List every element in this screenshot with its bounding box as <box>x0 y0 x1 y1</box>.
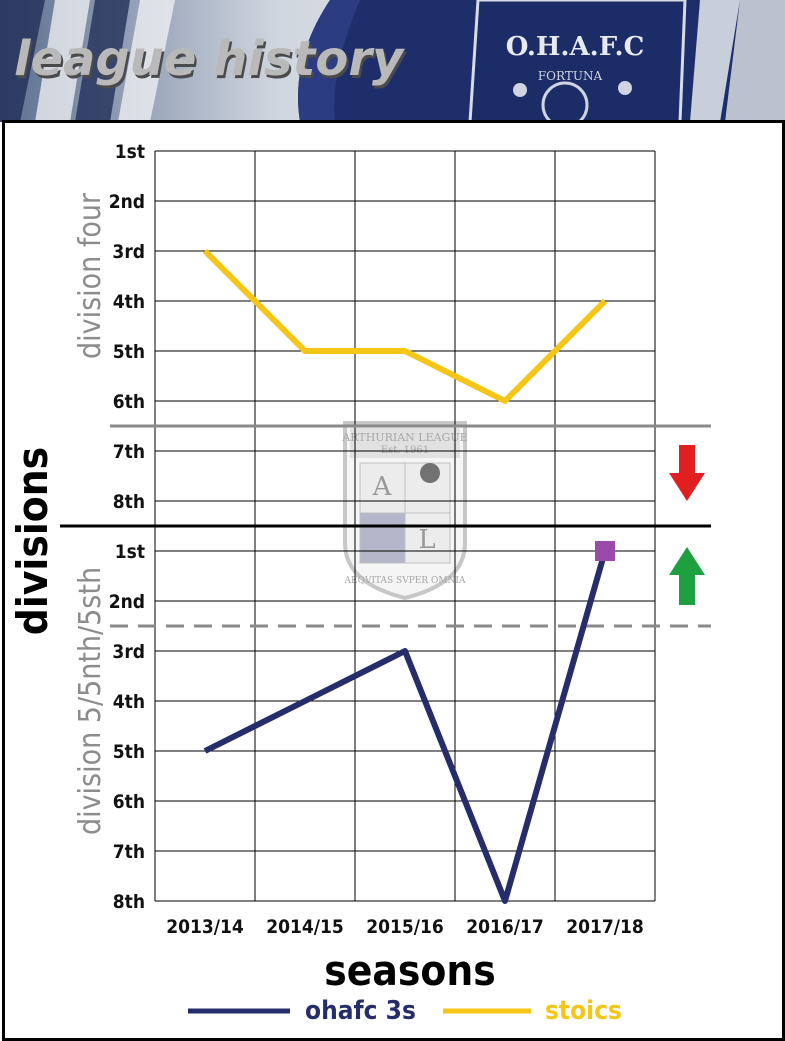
series-lines <box>202 248 615 904</box>
y-tick-label: 1st <box>115 141 145 163</box>
y-tick-label: 7th <box>113 441 145 463</box>
x-tick-labels: 2013/14 2014/15 2015/16 2016/17 2017/18 <box>166 916 644 938</box>
x-tick-label: 2016/17 <box>466 916 544 938</box>
y-tick-label: 2nd <box>109 191 145 213</box>
chart-frame: ARTHURIAN LEAGUE Est. 1961 A L AEQVITAS … <box>2 120 785 1041</box>
badge-league-name: ARTHURIAN LEAGUE <box>341 431 467 444</box>
arrow-up-icon <box>669 547 705 605</box>
page-title-shadow: league history <box>16 34 407 90</box>
x-tick-label: 2013/14 <box>166 916 244 938</box>
crest-text: O.H.A.F.C <box>506 32 645 62</box>
badge-letter-a: A <box>372 472 393 502</box>
shirt-stripes-left <box>0 0 175 122</box>
y-tick-label: 4th <box>113 291 145 313</box>
league-badge-watermark: ARTHURIAN LEAGUE Est. 1961 A L AEQVITAS … <box>341 421 468 601</box>
legend: ohafc 3s stoics <box>188 996 622 1026</box>
series-line-stoics <box>202 248 608 404</box>
x-tick-label: 2015/16 <box>366 916 444 938</box>
league-history-chart: ARTHURIAN LEAGUE Est. 1961 A L AEQVITAS … <box>8 141 711 1026</box>
series-end-marker <box>595 541 615 561</box>
series-line-ohafc <box>203 550 608 904</box>
y-tick-label: 6th <box>113 791 145 813</box>
x-axis-label: seasons <box>324 946 496 995</box>
header-banner: O.H.A.F.C FORTUNA league history league … <box>0 0 785 122</box>
y-tick-label: 3rd <box>112 241 145 263</box>
badge-letter-l: L <box>418 525 435 555</box>
y-tick-label: 8th <box>113 491 145 513</box>
y-tick-label: 4th <box>113 691 145 713</box>
crest-motto: FORTUNA <box>538 69 603 83</box>
y-axis-label: divisions <box>8 447 57 635</box>
arrow-down-icon <box>669 445 705 501</box>
y-tick-label: 3rd <box>112 641 145 663</box>
y-tick-label: 6th <box>113 391 145 413</box>
y-tick-label: 5th <box>113 341 145 363</box>
x-tick-label: 2017/18 <box>566 916 644 938</box>
division-label-four: division four <box>73 192 108 359</box>
page-title: league history <box>14 31 405 87</box>
y-tick-label: 7th <box>113 841 145 863</box>
y-tick-label: 8th <box>113 891 145 913</box>
y-tick-label: 1st <box>115 541 145 563</box>
club-crest-icon: O.H.A.F.C FORTUNA <box>468 0 687 122</box>
y-tick-labels: 1st 2nd 3rd 4th 5th 6th 7th 8th 1st 2nd 3rd 4th 5th 6… <box>109 141 145 913</box>
division-label-five: division 5/5nth/5sth <box>73 567 108 835</box>
badge-motto: AEQVITAS SVPER OMNIA <box>344 576 466 586</box>
legend-label-ohafc: ohafc 3s <box>305 996 416 1026</box>
x-tick-label: 2014/15 <box>266 916 344 938</box>
y-tick-label: 2nd <box>109 591 145 613</box>
y-tick-label: 5th <box>113 741 145 763</box>
zone-lines <box>60 424 711 628</box>
legend-label-stoics: stoics <box>545 996 622 1026</box>
